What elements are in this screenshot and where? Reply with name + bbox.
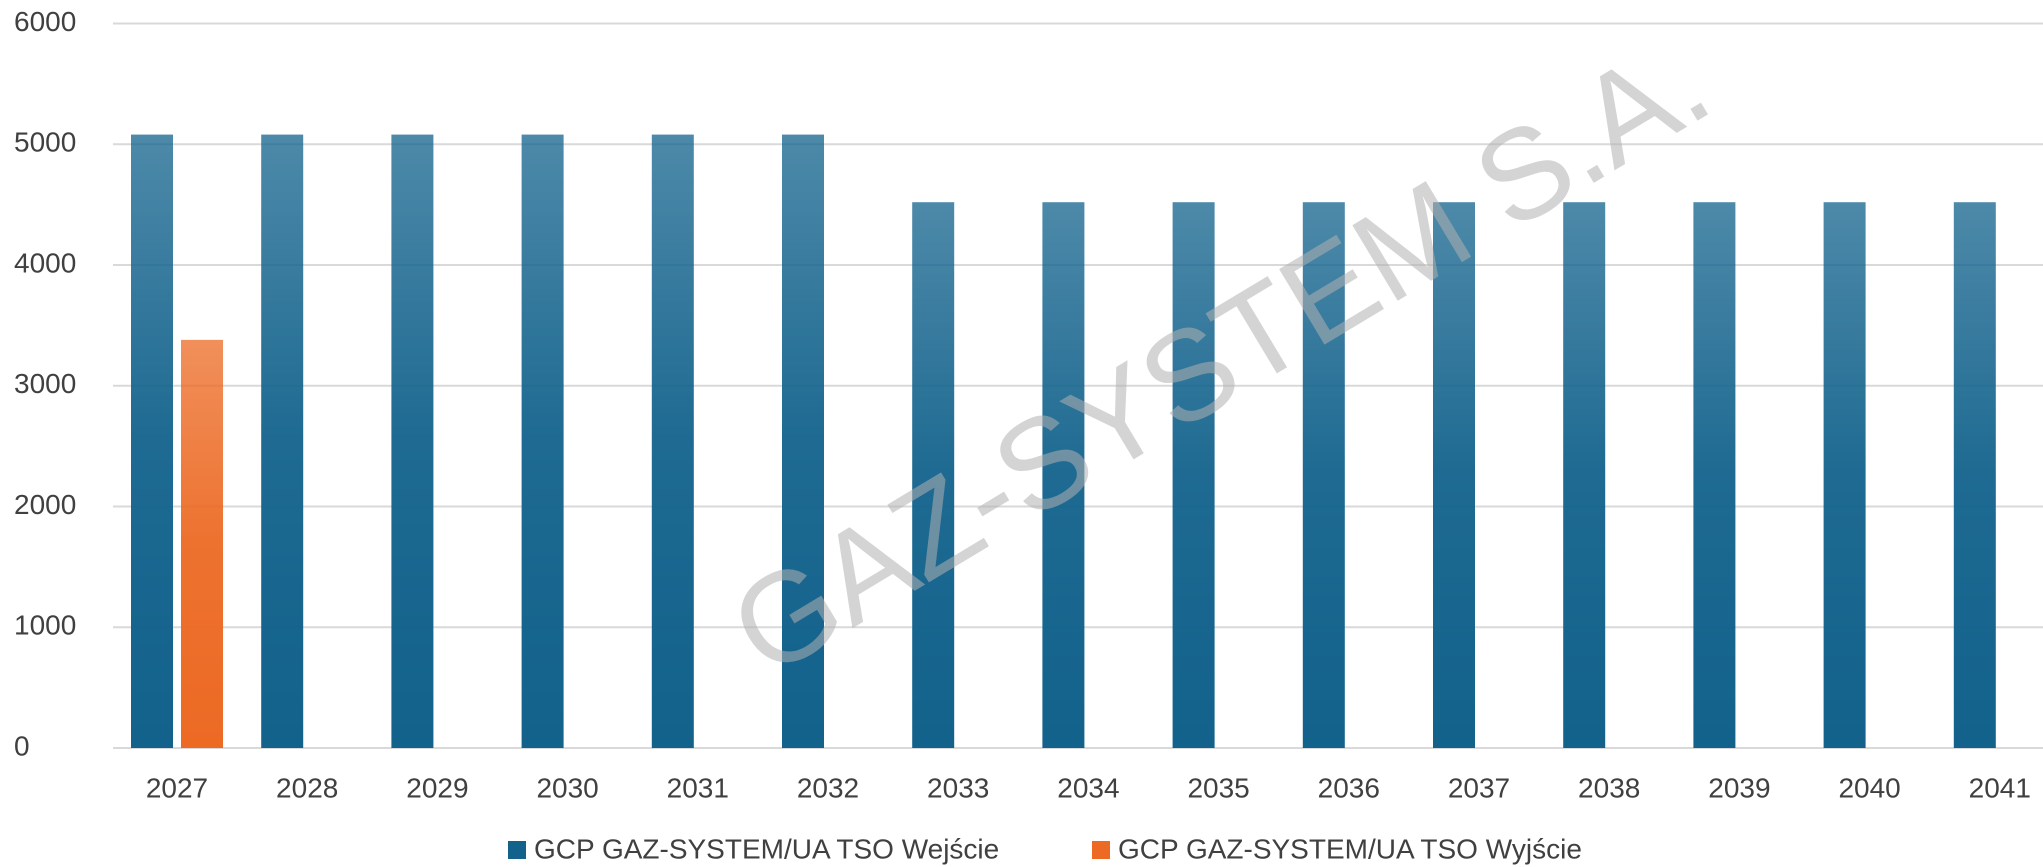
x-tick-label: 2033 (927, 772, 989, 803)
bar (1433, 202, 1475, 748)
bar (521, 134, 564, 749)
x-tick-label: 2032 (797, 772, 859, 803)
x-tick-label: 2038 (1578, 772, 1640, 803)
bar (912, 202, 955, 748)
y-tick-label: 5000 (14, 127, 76, 158)
x-tick-label: 2034 (1057, 772, 1119, 803)
x-tick-label: 2035 (1187, 772, 1249, 803)
bar (651, 134, 694, 749)
x-tick-label: 2036 (1318, 772, 1380, 803)
legend-swatch (508, 841, 526, 859)
bar (1172, 202, 1215, 748)
bar (181, 339, 223, 748)
bar (1563, 202, 1606, 748)
x-tick-label: 2029 (406, 772, 468, 803)
x-tick-label: 2027 (146, 772, 208, 803)
y-tick-label: 3000 (14, 368, 76, 399)
bar (1302, 202, 1345, 748)
x-tick-label: 2030 (536, 772, 598, 803)
bar (1693, 202, 1736, 748)
legend-label: GCP GAZ-SYSTEM/UA TSO Wejście (534, 833, 999, 864)
bar (391, 134, 434, 749)
y-tick-label: 0 (14, 730, 30, 761)
bar (131, 134, 173, 749)
y-tick-label: 1000 (14, 610, 76, 641)
bar (1823, 202, 1866, 748)
legend-swatch (1092, 841, 1110, 859)
y-tick-label: 4000 (14, 247, 76, 278)
x-tick-label: 2040 (1838, 772, 1900, 803)
bar (1953, 202, 1996, 748)
x-tick-label: 2031 (667, 772, 729, 803)
x-tick-label: 2028 (276, 772, 338, 803)
x-tick-label: 2041 (1969, 772, 2031, 803)
x-tick-label: 2039 (1708, 772, 1770, 803)
legend-label: GCP GAZ-SYSTEM/UA TSO Wyjście (1118, 833, 1582, 864)
bar (261, 134, 304, 749)
bar (782, 134, 824, 749)
y-tick-label: 6000 (14, 6, 76, 37)
x-tick-label: 2037 (1448, 772, 1510, 803)
y-tick-label: 2000 (14, 489, 76, 520)
bar (1042, 202, 1085, 748)
